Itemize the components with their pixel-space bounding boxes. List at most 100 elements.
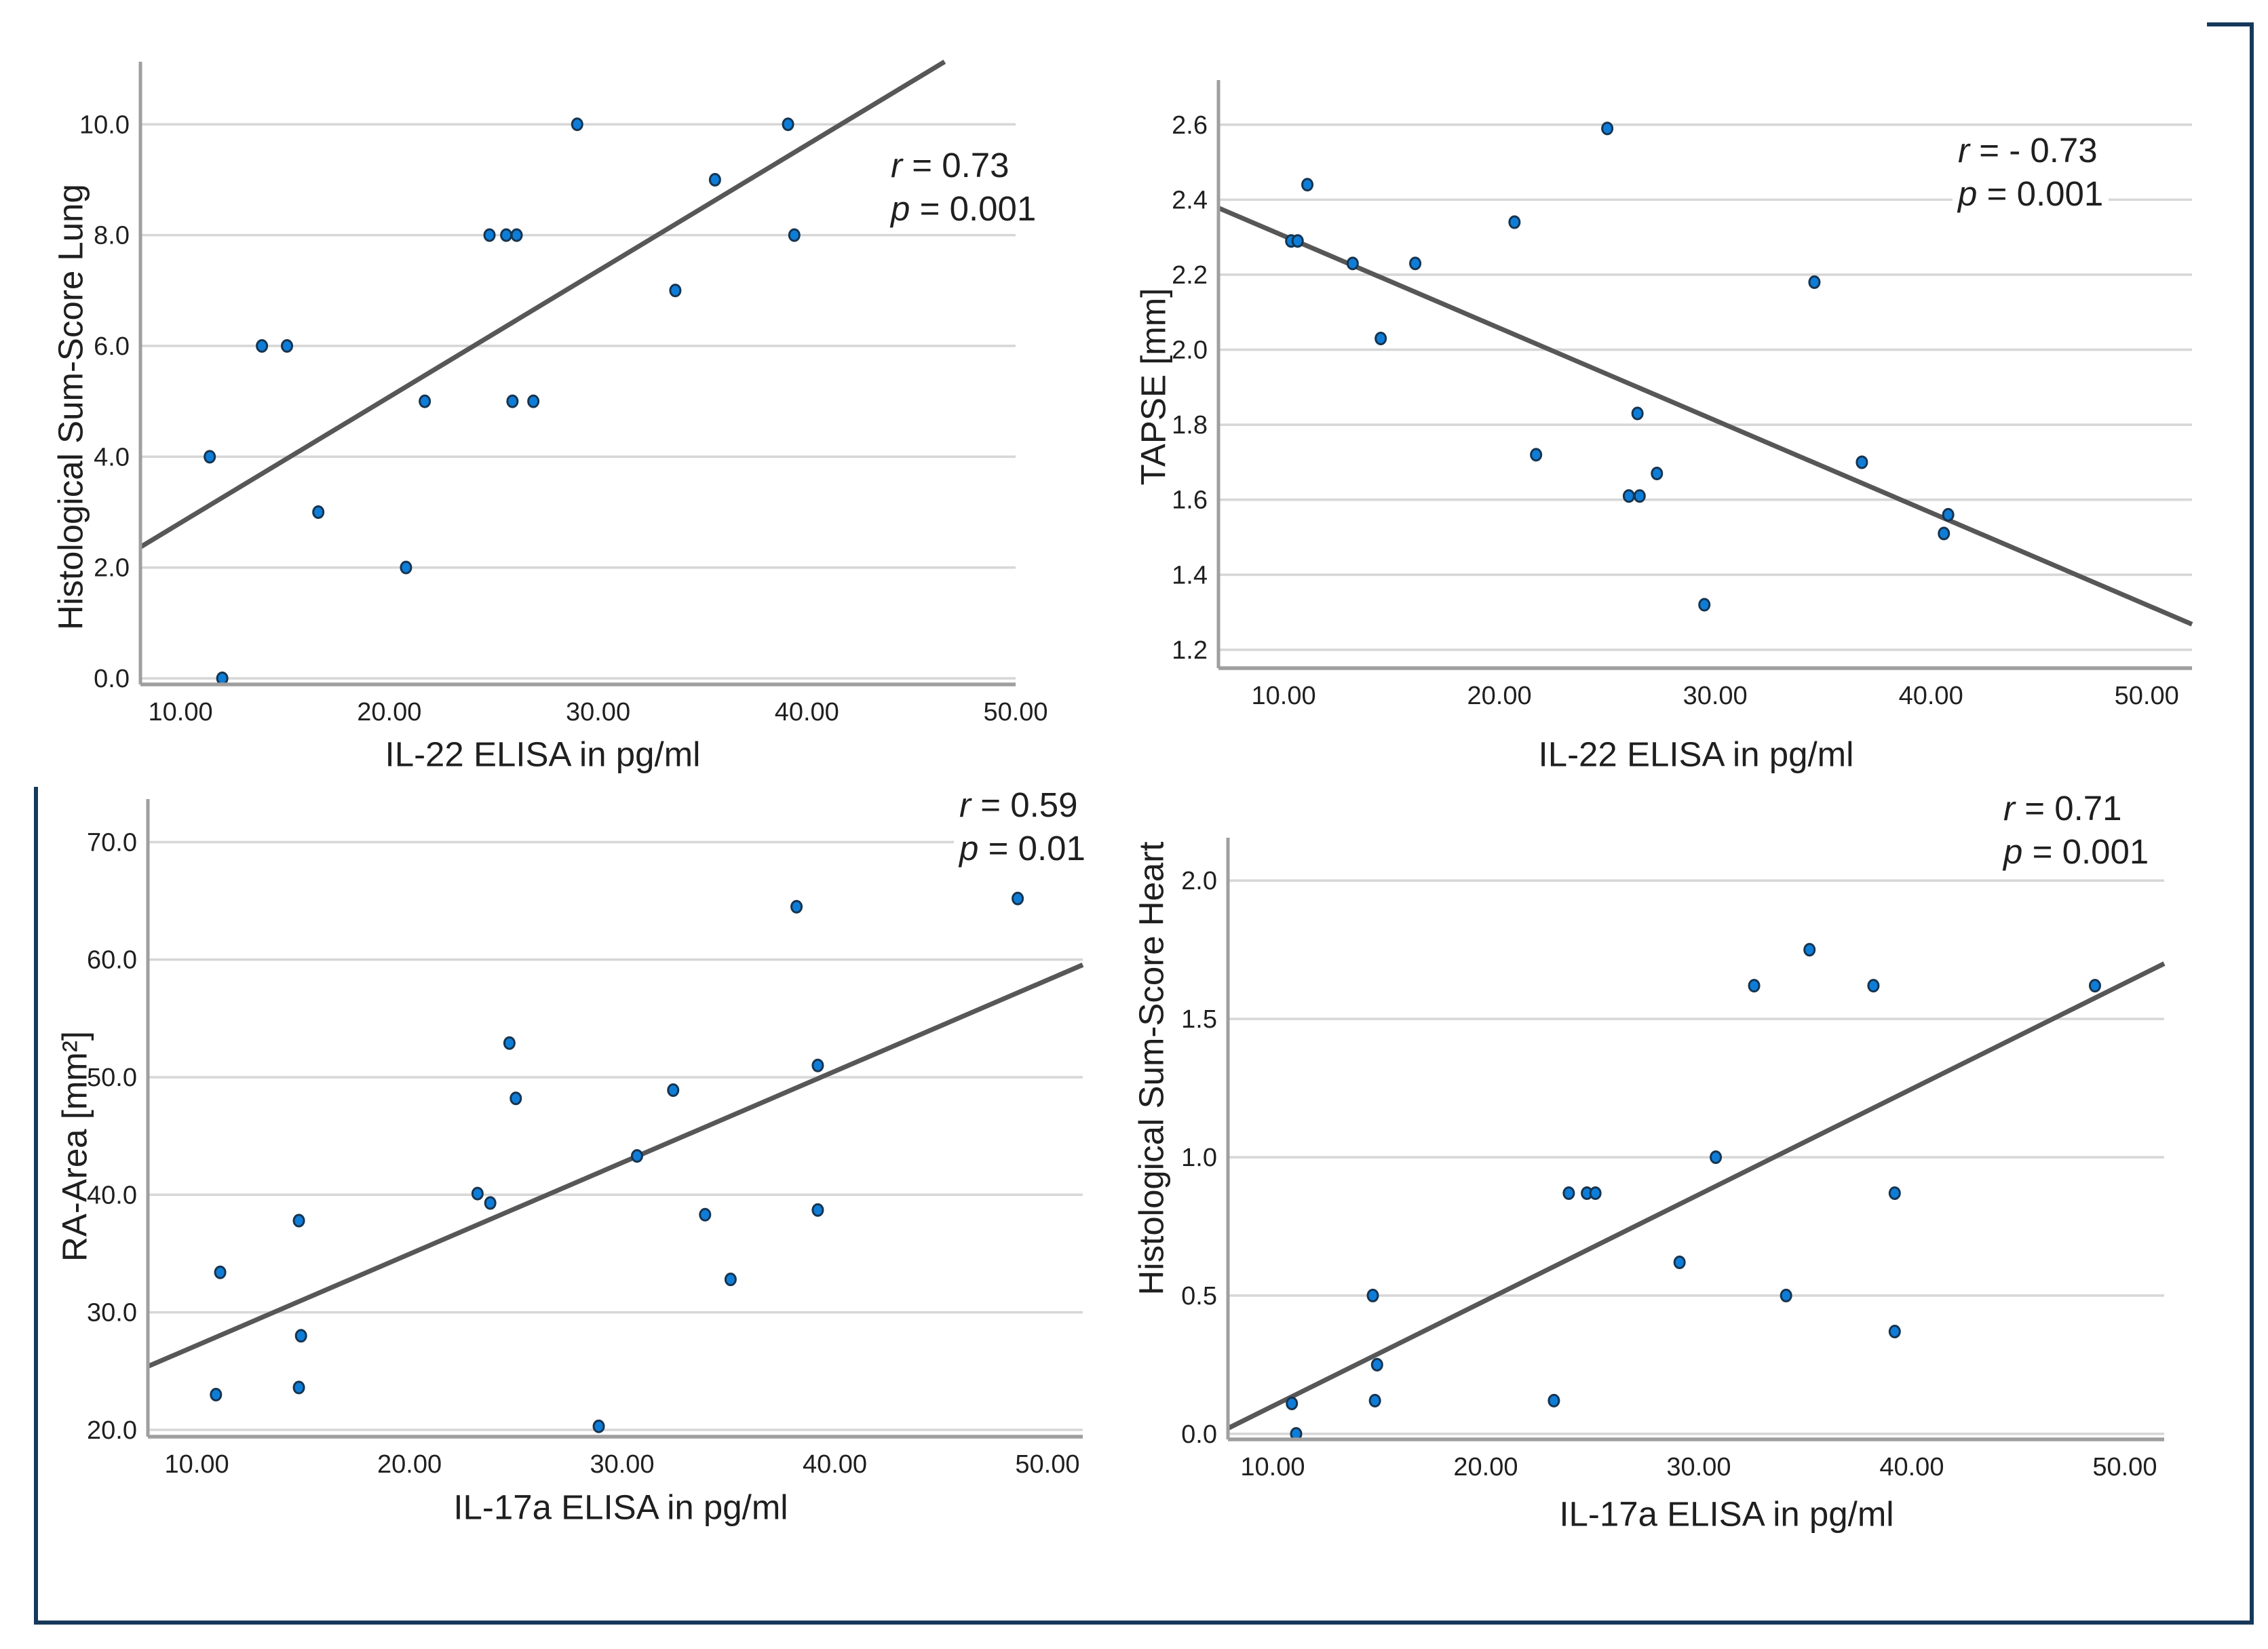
tapse-y-tick-label: 1.8 [1172, 411, 1208, 440]
lung-data-point [571, 117, 583, 132]
lung-data-point [281, 338, 294, 353]
heart-data-point [1589, 1186, 1602, 1201]
heart-data-point [1286, 1396, 1299, 1410]
ra_area-y-tick-label: 50.0 [87, 1064, 137, 1092]
heart-data-point [1673, 1255, 1686, 1269]
heart-data-point [1368, 1393, 1381, 1408]
heart-x-tick-label: 10.00 [1240, 1453, 1305, 1481]
lung-data-point [204, 450, 216, 464]
ra_area-data-point [484, 1196, 497, 1210]
lung-data-point [669, 284, 682, 298]
lung-data-point [506, 394, 519, 408]
heart-data-point [1803, 943, 1816, 957]
tapse-data-point [1375, 331, 1387, 345]
tapse-x-tick-label: 40.00 [1899, 682, 1963, 710]
heart-r-value: r = 0.71 [2003, 789, 2122, 828]
lung-x-tick-label: 50.00 [983, 698, 1047, 726]
ra-area-correlation-annotation: r = 0.59 p = 0.01 [954, 783, 1091, 870]
tapse-data-point [1530, 448, 1543, 462]
tapse-y-tick-label: 2.2 [1172, 261, 1208, 290]
tapse-data-point [1409, 256, 1422, 271]
lung-x-tick-label: 30.00 [566, 698, 630, 726]
tapse-fit-line [1217, 206, 2193, 627]
ra_area-data-point [294, 1329, 307, 1343]
tapse-data-point [1631, 406, 1644, 421]
ra-area-x-axis-title: IL-17a ELISA in pg/ml [453, 1488, 788, 1527]
tapse-data-point [1633, 489, 1646, 503]
lung-x-tick-label: 10.00 [149, 698, 213, 726]
tapse-data-point [1346, 256, 1359, 271]
lung-data-point [256, 338, 269, 353]
lung-x-tick-label: 40.00 [775, 698, 839, 726]
heart-data-point [1748, 979, 1761, 993]
ra_area-data-point [811, 1058, 824, 1072]
ra_area-fit-line [147, 963, 1084, 1369]
ra_area-data-point [667, 1083, 680, 1098]
heart-data-point [2088, 979, 2101, 993]
tapse-x-tick-label: 10.00 [1252, 682, 1316, 710]
lung-data-point [419, 394, 431, 408]
heart-y-axis-title: Histological Sum-Score Heart [1132, 841, 1171, 1296]
ra_area-data-point [811, 1203, 824, 1217]
ra_area-data-point [1012, 891, 1024, 906]
ra_area-data-point [699, 1207, 712, 1222]
lung-data-point [527, 394, 540, 408]
lung-data-point [510, 228, 523, 242]
heart-p-value: p = 0.001 [2003, 832, 2149, 871]
tapse-x-tick-label: 20.00 [1467, 682, 1532, 710]
lung-data-point [500, 228, 513, 242]
tapse-p-value: p = 0.001 [1958, 174, 2104, 213]
lung-correlation-annotation: r = 0.73 p = 0.001 [885, 144, 1042, 231]
lung-data-point [312, 505, 325, 519]
heart-data-point [1888, 1324, 1901, 1338]
heart-x-tick-label: 30.00 [1666, 1453, 1731, 1481]
ra_area-y-tick-label: 30.0 [87, 1299, 137, 1327]
ra_area-x-tick-label: 50.00 [1015, 1450, 1079, 1479]
ra_area-data-point [292, 1380, 305, 1395]
lung-x-axis-title: IL-22 ELISA in pg/ml [385, 735, 701, 774]
tapse-correlation-annotation: r = - 0.73 p = 0.001 [1953, 129, 2109, 216]
heart-y-tick-label: 1.0 [1181, 1144, 1217, 1172]
lung-y-tick-label: 2.0 [94, 554, 130, 583]
tapse-x-axis-title: IL-22 ELISA in pg/ml [1538, 735, 1854, 774]
tapse-data-point [1938, 526, 1950, 541]
tapse-data-point [1601, 121, 1614, 136]
heart-x-tick-label: 40.00 [1879, 1453, 1944, 1481]
tapse-y-tick-label: 2.4 [1172, 186, 1208, 214]
ra-area-p-value: p = 0.01 [959, 829, 1085, 868]
heart-data-point [1888, 1186, 1901, 1201]
ra_area-x-tick-label: 40.00 [803, 1450, 867, 1479]
heart-fit-line [1227, 961, 2166, 1431]
lung-y-tick-label: 8.0 [94, 222, 130, 250]
ra_area-data-point [471, 1186, 484, 1201]
tapse-y-tick-label: 2.6 [1172, 111, 1208, 140]
ra_area-data-point [592, 1419, 605, 1433]
heart-x-tick-label: 20.00 [1453, 1453, 1518, 1481]
heart-data-point [1710, 1150, 1723, 1165]
ra_area-data-point [790, 899, 803, 914]
lung-data-point [782, 117, 794, 132]
lung-data-point [400, 560, 412, 575]
tapse-data-point [1856, 455, 1868, 469]
lung-y-tick-label: 6.0 [94, 332, 130, 361]
ra_area-x-tick-label: 20.00 [377, 1450, 442, 1479]
ra-area-y-axis-title: RA-Area [mm²] [55, 1030, 94, 1262]
heart-y-tick-label: 0.5 [1181, 1282, 1217, 1311]
ra_area-data-point [292, 1214, 305, 1228]
ra-area-r-value: r = 0.59 [959, 785, 1078, 824]
ra_area-data-point [630, 1149, 643, 1163]
ra_area-x-tick-label: 30.00 [590, 1450, 654, 1479]
lung-y-axis-title: Histological Sum-Score Lung [51, 184, 90, 630]
heart-data-point [1366, 1288, 1379, 1302]
lung-data-point [708, 172, 721, 187]
lung-y-tick-label: 0.0 [94, 665, 130, 693]
tapse-data-point [1808, 275, 1821, 290]
tapse-data-point [1508, 215, 1521, 229]
tapse-y-tick-label: 1.2 [1172, 636, 1208, 665]
tapse-y-tick-label: 1.4 [1172, 561, 1208, 589]
heart-data-point [1370, 1357, 1383, 1372]
lung-data-point [483, 228, 496, 242]
tapse-data-point [1301, 178, 1314, 192]
heart-y-tick-label: 2.0 [1181, 867, 1217, 895]
